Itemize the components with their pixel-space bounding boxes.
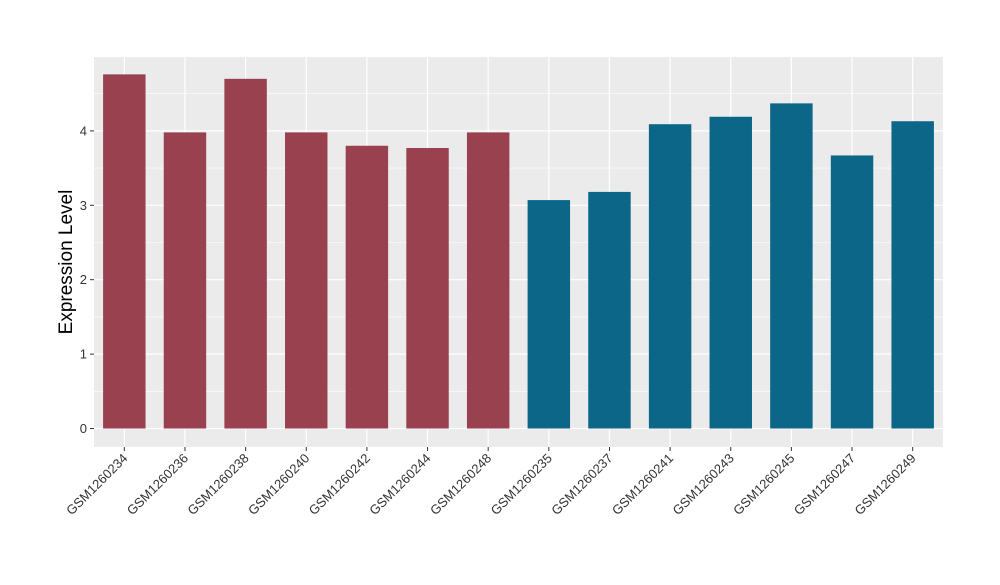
x-tick-label: GSM1260241 — [609, 451, 676, 518]
bar — [345, 145, 389, 429]
x-tick-label: GSM1260238 — [184, 451, 251, 518]
bar — [588, 191, 631, 429]
bars — [103, 74, 934, 429]
x-tick-label: GSM1260244 — [366, 451, 433, 518]
y-tick-label: 2 — [80, 272, 87, 287]
bar — [224, 78, 267, 429]
x-axis: GSM1260234GSM1260236GSM1260238GSM1260240… — [63, 447, 919, 518]
x-tick-label: GSM1260243 — [670, 451, 737, 518]
bar — [830, 155, 874, 429]
x-tick-label: GSM1260237 — [548, 451, 615, 518]
x-tick-label: GSM1260235 — [488, 451, 555, 518]
bar — [285, 132, 328, 429]
y-axis: 0 1 2 3 4 — [80, 123, 94, 436]
bar — [770, 103, 813, 429]
y-tick-label: 4 — [80, 123, 87, 138]
bar — [406, 148, 449, 429]
bar — [103, 74, 146, 429]
y-axis-title: Expression Level — [56, 190, 77, 335]
bar — [709, 116, 752, 429]
bar — [163, 132, 207, 429]
x-tick-label: GSM1260236 — [124, 451, 191, 518]
y-tick-label: 0 — [80, 421, 87, 436]
x-tick-label: GSM1260242 — [306, 451, 373, 518]
plot-panel — [94, 57, 943, 447]
x-tick-label: GSM1260249 — [851, 451, 918, 518]
x-tick-label: GSM1260248 — [427, 451, 494, 518]
x-tick-label: GSM1260245 — [730, 451, 797, 518]
x-tick-label: GSM1260234 — [63, 451, 130, 518]
x-tick-label: GSM1260240 — [245, 451, 312, 518]
x-tick-label: GSM1260247 — [791, 451, 858, 518]
y-tick-label: 1 — [80, 347, 87, 362]
y-tick-label: 3 — [80, 198, 87, 213]
bar — [527, 200, 571, 429]
bar — [466, 132, 510, 429]
bar — [648, 124, 692, 429]
bar — [891, 121, 934, 429]
